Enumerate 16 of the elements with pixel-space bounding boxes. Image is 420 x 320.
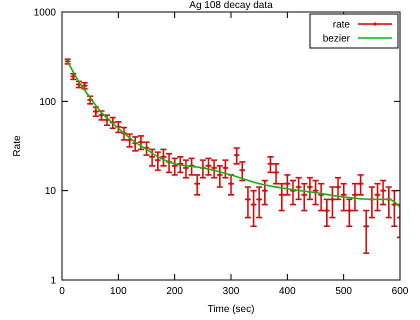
x-tick-label: 300 — [222, 286, 240, 297]
y-axis-title: Rate — [12, 135, 23, 157]
x-tick-label: 500 — [335, 286, 352, 297]
x-axis-title: Time (sec) — [208, 304, 254, 315]
y-tick-label: 1000 — [34, 8, 56, 18]
chart-title: Ag 108 decay data — [189, 0, 274, 11]
x-tick-label: 100 — [110, 286, 128, 297]
y-tick-label: 100 — [39, 96, 56, 108]
x-tick-label: 0 — [59, 286, 66, 297]
x-tick-label: 600 — [392, 286, 409, 297]
x-tick-label: 200 — [166, 286, 184, 297]
x-tick-label: 400 — [278, 286, 296, 297]
y-tick-label: 10 — [44, 186, 56, 198]
legend-label: rate — [332, 20, 350, 30]
legend-label: bezier — [322, 34, 351, 44]
y-tick-label: 1 — [50, 276, 56, 286]
